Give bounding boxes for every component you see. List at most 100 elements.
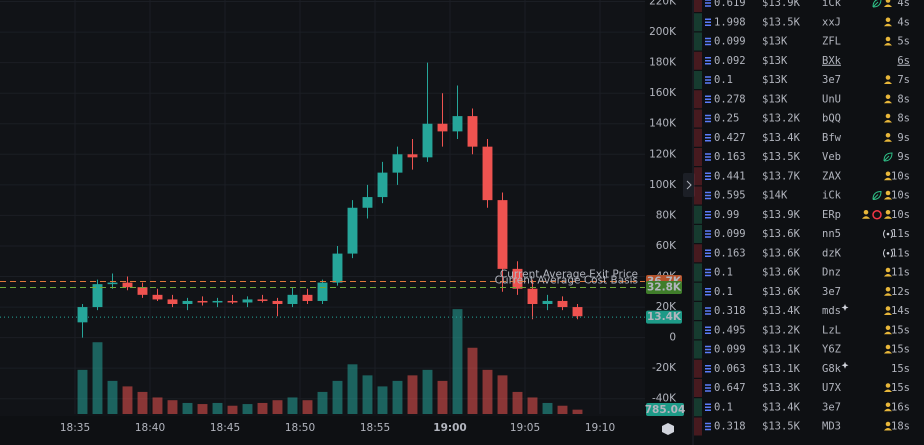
wave-icon <box>886 251 890 255</box>
trader[interactable]: ZFL <box>822 36 841 48</box>
candle-body <box>212 300 223 303</box>
volume-bar <box>272 400 283 414</box>
x-tick-label: 19:10 <box>585 422 615 434</box>
trader[interactable]: nn5 <box>822 228 841 240</box>
candle-body <box>512 268 523 289</box>
person-icon <box>885 325 891 331</box>
person-icon <box>884 197 892 200</box>
candle-body <box>527 288 538 305</box>
trader[interactable]: ZAX <box>822 170 842 182</box>
y-tick-label: 120K <box>649 148 677 160</box>
trader[interactable]: LzL <box>822 324 841 336</box>
volume-bar <box>242 404 253 414</box>
row-tint <box>694 263 702 282</box>
trader[interactable]: 3e7 <box>822 401 841 413</box>
trade-amount: 0.427 <box>714 132 746 144</box>
plot-area <box>0 0 645 416</box>
volume-bar <box>362 375 373 414</box>
trader[interactable]: BXk <box>822 55 842 67</box>
candle-body <box>497 200 508 269</box>
trade-amount: 0.495 <box>714 324 746 336</box>
person-icon <box>885 402 891 408</box>
trade-amount: 0.1 <box>714 401 733 413</box>
trader[interactable]: dzK <box>822 247 842 259</box>
trader[interactable]: U7X <box>822 382 842 394</box>
trade-amount: 0.318 <box>714 421 746 433</box>
trader[interactable]: Y6Z <box>822 344 841 356</box>
person-icon <box>863 209 869 215</box>
trader[interactable]: Veb <box>822 151 841 163</box>
candle-body <box>452 116 463 132</box>
trade-amount: 0.163 <box>714 247 746 259</box>
row-tint <box>694 186 702 205</box>
row-tint <box>694 225 702 243</box>
candle-body <box>77 307 88 323</box>
trade-age: 6s <box>897 55 910 67</box>
volume-bar <box>512 391 523 414</box>
trade-value: $13.6K <box>762 228 801 240</box>
trade-amount: 0.647 <box>714 382 746 394</box>
trader[interactable]: ERp <box>822 209 841 221</box>
y-tick-label: 180K <box>649 57 677 69</box>
trader[interactable]: 3e7 <box>822 286 841 298</box>
trade-value: $13.6K <box>762 286 801 298</box>
y-tick-label: 80K <box>656 209 677 221</box>
trader[interactable]: UnU <box>822 93 841 105</box>
person-icon <box>885 75 891 80</box>
volume-bar <box>347 364 358 414</box>
row-tint <box>694 205 702 224</box>
volume-bar <box>77 369 88 414</box>
person-icon <box>885 132 891 138</box>
volume-label: 785.04 <box>645 404 686 416</box>
person-icon <box>884 43 892 46</box>
row-tint <box>694 148 702 166</box>
volume-bar <box>557 405 568 414</box>
trade-age: 10s <box>891 209 910 221</box>
person-icon <box>885 306 891 311</box>
trader[interactable]: iCk <box>822 190 842 202</box>
trade-age: 9s <box>897 132 910 144</box>
person-icon <box>884 139 892 142</box>
person-icon <box>884 4 892 7</box>
trader[interactable]: 3e7 <box>822 74 841 86</box>
person-icon <box>885 0 891 3</box>
person-icon <box>885 113 891 119</box>
wave-icon <box>886 232 890 236</box>
price-box <box>646 310 682 324</box>
trader[interactable]: Dnz <box>822 267 841 279</box>
volume-bar <box>122 386 133 414</box>
x-tick-label: 19:05 <box>510 422 540 434</box>
volume-label-box <box>646 403 684 416</box>
trade-amount: 0.595 <box>714 190 746 202</box>
trade-amount: 0.092 <box>714 55 746 67</box>
y-tick-label: -20K <box>652 362 677 374</box>
trader[interactable]: bQQ <box>822 113 841 125</box>
trader[interactable]: MD3 <box>822 421 841 433</box>
row-tint <box>694 71 702 89</box>
person-icon <box>885 94 891 100</box>
collapse-button[interactable] <box>683 173 695 197</box>
volume-bar <box>302 400 313 414</box>
volume-bar <box>197 404 208 414</box>
trader[interactable]: G8k <box>822 363 842 375</box>
row-tint <box>694 379 702 397</box>
trade-age: 15s <box>891 344 910 356</box>
volume-bar <box>572 409 583 414</box>
trade-value: $13.3K <box>762 382 801 394</box>
trade-amount: 0.1 <box>714 267 733 279</box>
trader[interactable]: Bfw <box>822 132 842 144</box>
row-tint <box>694 128 702 147</box>
trader[interactable]: xxJ <box>822 16 841 28</box>
person-icon <box>884 177 892 181</box>
trade-amount: 0.099 <box>714 36 746 48</box>
volume-bar <box>107 380 118 414</box>
trader[interactable]: mds <box>822 305 841 317</box>
y-tick-label: 0 <box>669 332 676 344</box>
price-box-label: 32.8K <box>647 282 682 294</box>
price-box <box>646 281 682 295</box>
trade-value: $13.9K <box>762 0 801 9</box>
settings-icon[interactable] <box>662 423 674 435</box>
trade-value: $14K <box>762 190 788 202</box>
trader[interactable]: iCk <box>822 0 842 9</box>
